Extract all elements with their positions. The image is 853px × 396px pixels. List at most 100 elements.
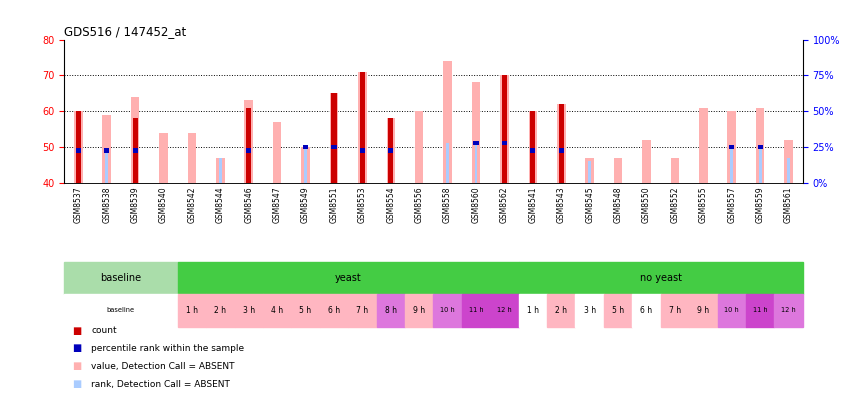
Text: rank, Detection Call = ABSENT: rank, Detection Call = ABSENT	[91, 380, 230, 388]
Text: 10 h: 10 h	[439, 307, 455, 314]
Bar	[104, 148, 109, 152]
Text: 11 h: 11 h	[468, 307, 483, 314]
Bar	[329, 93, 338, 183]
Bar	[518, 262, 802, 294]
Bar	[301, 147, 310, 183]
Bar	[389, 150, 392, 183]
Bar	[588, 161, 590, 183]
Bar	[319, 294, 348, 327]
Bar	[64, 262, 177, 294]
Text: 3 h: 3 h	[583, 306, 595, 315]
Bar	[556, 104, 565, 183]
Bar	[786, 158, 789, 183]
Bar	[699, 107, 707, 183]
Bar	[502, 143, 505, 183]
Bar	[244, 100, 252, 183]
Text: 12 h: 12 h	[780, 307, 795, 314]
Bar	[273, 122, 281, 183]
Bar	[500, 75, 508, 183]
Bar	[729, 147, 732, 183]
Bar	[774, 294, 802, 327]
Bar	[77, 150, 79, 183]
Bar	[246, 107, 251, 183]
Text: GSM8559: GSM8559	[755, 187, 763, 223]
Bar	[717, 294, 745, 327]
Text: GSM8551: GSM8551	[329, 187, 338, 223]
Text: ■: ■	[73, 361, 82, 371]
Text: ■: ■	[73, 326, 82, 336]
Bar	[757, 147, 761, 183]
Bar	[386, 118, 395, 183]
Bar	[64, 294, 177, 327]
Text: GSM8549: GSM8549	[301, 187, 310, 223]
Text: GSM8547: GSM8547	[272, 187, 281, 223]
Text: baseline: baseline	[107, 307, 135, 314]
Bar	[404, 294, 432, 327]
Text: baseline: baseline	[100, 273, 142, 283]
Bar	[660, 294, 688, 327]
Text: ■: ■	[73, 379, 82, 389]
Bar	[218, 158, 222, 183]
Bar	[359, 72, 364, 183]
Bar	[132, 118, 137, 183]
Bar	[502, 141, 507, 145]
Text: GSM8550: GSM8550	[641, 187, 650, 223]
Bar	[102, 115, 111, 183]
Text: 1 h: 1 h	[186, 306, 198, 315]
Text: ■: ■	[73, 343, 82, 354]
Bar	[216, 158, 224, 183]
Bar	[530, 111, 535, 183]
Bar	[348, 294, 376, 327]
Bar	[670, 158, 678, 183]
Bar	[518, 294, 547, 327]
Text: 12 h: 12 h	[496, 307, 511, 314]
Text: count: count	[91, 326, 117, 335]
Text: GSM8560: GSM8560	[471, 187, 480, 223]
Bar	[76, 111, 81, 183]
Text: GSM8554: GSM8554	[386, 187, 395, 223]
Text: GSM8548: GSM8548	[612, 187, 622, 223]
Text: 5 h: 5 h	[299, 306, 311, 315]
Text: GSM8556: GSM8556	[415, 187, 423, 223]
Text: percentile rank within the sample: percentile rank within the sample	[91, 344, 244, 353]
Text: 7 h: 7 h	[668, 306, 680, 315]
Text: value, Detection Call = ABSENT: value, Detection Call = ABSENT	[91, 362, 235, 371]
Bar	[631, 294, 660, 327]
Bar	[177, 294, 206, 327]
Bar	[188, 133, 196, 183]
Bar	[131, 97, 139, 183]
Bar	[304, 147, 306, 183]
Bar	[332, 147, 335, 183]
Bar	[471, 82, 479, 183]
Bar	[206, 294, 235, 327]
Bar	[584, 158, 593, 183]
Bar	[134, 150, 136, 183]
Text: GSM8544: GSM8544	[216, 187, 224, 223]
Text: GSM8558: GSM8558	[443, 187, 451, 223]
Text: GSM8537: GSM8537	[73, 187, 83, 223]
Bar	[331, 93, 336, 183]
Text: 3 h: 3 h	[242, 306, 254, 315]
Text: GSM8542: GSM8542	[187, 187, 196, 223]
Bar	[688, 294, 717, 327]
Bar	[361, 150, 363, 183]
Bar	[443, 61, 451, 183]
Bar	[132, 148, 137, 152]
Text: GSM8561: GSM8561	[783, 187, 792, 223]
Text: 6 h: 6 h	[640, 306, 652, 315]
Bar	[291, 294, 319, 327]
Bar	[235, 294, 263, 327]
Text: GSM8540: GSM8540	[159, 187, 168, 223]
Bar	[359, 148, 364, 152]
Bar	[474, 143, 477, 183]
Bar	[613, 158, 622, 183]
Bar	[783, 140, 792, 183]
Bar	[641, 140, 650, 183]
Bar	[159, 133, 167, 183]
Bar	[473, 141, 478, 145]
Text: GSM8543: GSM8543	[556, 187, 565, 223]
Bar	[331, 145, 336, 149]
Text: GSM8538: GSM8538	[102, 187, 111, 223]
Text: GSM8553: GSM8553	[357, 187, 367, 223]
Text: 4 h: 4 h	[270, 306, 283, 315]
